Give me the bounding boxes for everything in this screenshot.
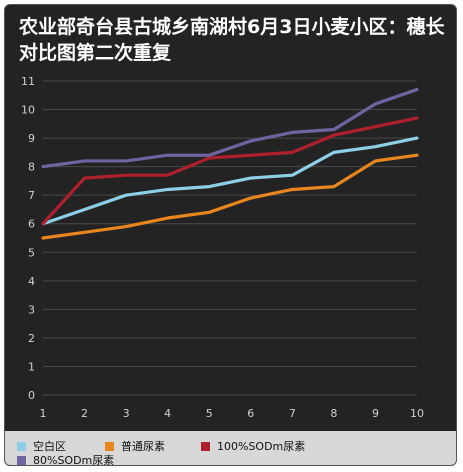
legend-item: 空白区 xyxy=(17,438,66,454)
x-tick-label: 7 xyxy=(289,407,296,420)
series-line-4 xyxy=(41,87,419,169)
series-line-1 xyxy=(41,136,419,226)
series-line-2 xyxy=(41,153,419,240)
legend-item: 100%SODm尿素 xyxy=(201,438,305,454)
grid-lines xyxy=(43,80,417,396)
x-tick-label: 1 xyxy=(40,407,47,420)
legend-label: 80%SODm尿素 xyxy=(33,454,115,466)
y-axis-ticks: 0 1 2 3 4 5 6 7 8 9 10 11 xyxy=(21,75,35,402)
y-tick-label: 7 xyxy=(28,189,35,202)
y-tick-label: 10 xyxy=(21,104,35,117)
y-tick-label: 0 xyxy=(28,389,35,402)
legend-label: 空白区 xyxy=(33,440,66,453)
legend-item: 普通尿素 xyxy=(105,438,165,454)
x-tick-label: 3 xyxy=(123,407,130,420)
y-tick-label: 11 xyxy=(21,75,35,88)
series-lines xyxy=(41,87,419,240)
y-tick-label: 9 xyxy=(28,132,35,145)
legend-swatch xyxy=(17,441,26,451)
y-tick-label: 6 xyxy=(28,218,35,231)
x-axis-ticks: 1 2 3 4 5 6 7 8 9 10 xyxy=(40,407,425,420)
legend: 空白区 普通尿素 100%SODm尿素 80%SODm尿素 xyxy=(5,431,456,466)
x-tick-label: 2 xyxy=(81,407,88,420)
legend-swatch xyxy=(201,441,210,451)
legend-label: 100%SODm尿素 xyxy=(217,440,306,453)
legend-label: 普通尿素 xyxy=(121,440,165,453)
chart-title: 农业部奇台县古城乡南湖村6月3日小麦小区：穗长对比图第二次重复 xyxy=(19,16,445,64)
y-tick-label: 1 xyxy=(28,360,35,373)
y-tick-label: 2 xyxy=(28,332,35,345)
legend-swatch xyxy=(17,455,26,465)
x-tick-label: 9 xyxy=(372,407,379,420)
series-line-3 xyxy=(41,116,419,226)
x-tick-label: 10 xyxy=(410,407,424,420)
x-tick-label: 4 xyxy=(164,407,171,420)
x-tick-label: 8 xyxy=(330,407,337,420)
y-tick-label: 3 xyxy=(28,303,35,316)
y-tick-label: 4 xyxy=(28,275,35,288)
x-tick-label: 6 xyxy=(247,407,254,420)
y-tick-label: 8 xyxy=(28,161,35,174)
legend-item: 80%SODm尿素 xyxy=(17,452,115,466)
legend-swatch xyxy=(105,441,114,451)
y-tick-label: 5 xyxy=(28,246,35,259)
x-tick-label: 5 xyxy=(206,407,213,420)
